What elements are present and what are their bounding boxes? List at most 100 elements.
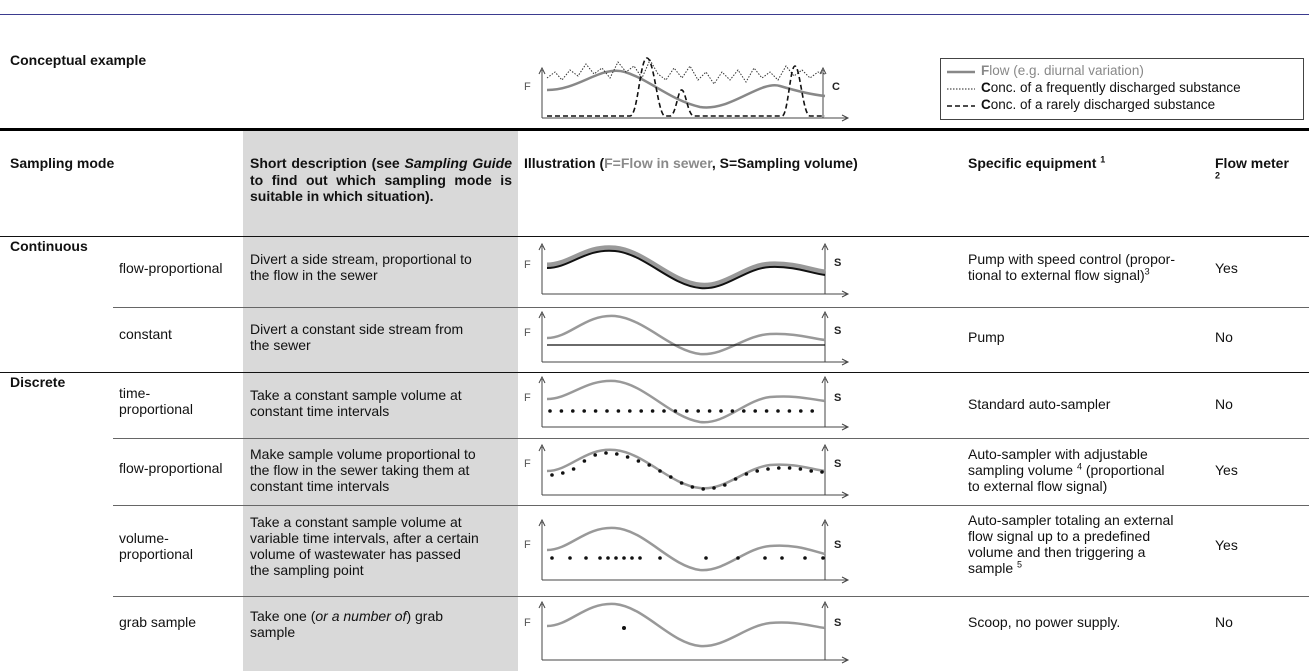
left-axis-arrow [538,443,546,452]
header-flow-meter: Flow meter 2 [1215,155,1295,187]
frequent-substance-curve [546,58,826,85]
sample-dot [582,409,586,413]
sample-dot [777,466,781,470]
illustration-row-2: F S [524,310,850,366]
sample-curve [546,249,826,290]
sample-dot [810,409,814,413]
legend-lead-letter: C [981,97,991,112]
illustration-row-6: F S [524,600,850,664]
equip-line: Pump with speed control (propor- [968,251,1175,267]
legend-swatch-dashed [947,105,975,107]
desc-line: Take one (or a number of) grab [250,608,443,624]
sample-dot [605,409,609,413]
sample-dot [733,477,738,481]
right-axis-arrow [821,443,829,452]
row-equipment: Standard auto-sampler [968,396,1111,412]
sample-dot [561,471,565,475]
header-short-description: Short description (see Sampling Guide to… [250,155,512,205]
sample-dot [766,467,770,471]
description-column-shading [243,130,518,671]
sample-dot [776,409,780,413]
sample-dot [763,556,767,560]
header-equipment-sup: 1 [1100,154,1106,165]
row-separator [113,596,1309,597]
left-axis-arrow [538,242,546,251]
grab-sample-dot [622,626,626,630]
axis-label-f: F [524,458,531,470]
row-description: Take a constant sample volume at constant… [250,387,462,419]
desc-line: constant time intervals [250,478,390,494]
time-axis-arrow [841,656,850,664]
legend: Flow (e.g. diurnal variation) Conc. of a… [940,58,1304,120]
footnote-sup: 4 [1076,461,1082,472]
row-equipment: Auto-sampler totaling an external flow si… [968,512,1173,576]
flow-meter-value: No [1215,614,1233,630]
sample-dot [598,556,602,560]
mode-line: proportional [119,546,193,562]
sample-dot [701,487,705,491]
sample-dot [548,409,552,413]
axis-label-s: S [834,617,841,629]
sample-dots [550,556,825,560]
sample-dot [679,481,684,485]
equip-line: volume and then triggering a [968,544,1146,560]
flow-meter-value: No [1215,396,1233,412]
left-axis-arrow [538,375,546,384]
sample-dot [755,469,759,473]
sample-dot [719,409,723,413]
sample-dot [638,556,642,560]
sample-dot [696,409,700,413]
axis-label-s: S [834,392,841,404]
axis-label-f: F [524,327,531,339]
sample-dot [593,453,597,457]
flow-curve [546,69,826,109]
axis-label-f: F [524,259,531,271]
footnote-sup: 5 [1017,559,1023,570]
axis-label-f: F [524,617,531,629]
sample-dots [548,409,814,413]
equip-line-with-sup: sampling volume 4 (proportional [968,462,1164,478]
mode-line: time- [119,385,151,401]
sample-dot [630,556,634,560]
desc-line: constant time intervals [250,403,390,419]
equip-line: tional to external flow signal) [968,267,1145,283]
legend-swatch-solid-grey [947,70,975,74]
desc-italic: or a number of [315,608,407,624]
right-axis-arrow [821,310,829,319]
sample-dot [636,459,641,463]
desc-prefix: Take one ( [250,608,316,624]
sample-dot [550,473,554,477]
desc-line: sample [250,624,296,640]
sample-dot [593,409,598,413]
sample-dot [744,472,749,476]
row-separator [113,307,1309,308]
desc-line: variable time intervals, after a certain [250,530,479,546]
desc-suffix: ) grab [406,608,444,624]
legend-swatch-dotted [947,88,975,90]
row-separator [0,372,1309,373]
header-illus-suffix: , S=Sampling volume) [711,155,858,171]
header-equipment-text: Specific equipment [968,155,1097,171]
flow-curve [546,526,826,572]
illustration-row-5: F S [524,518,850,584]
sample-dot [821,556,825,560]
row-equipment: Pump [968,329,1005,345]
sample-dot [787,409,792,413]
row-separator [113,505,1309,506]
header-desc-italic: Sampling Guide [404,155,513,171]
equip-line: Auto-sampler with adjustable [968,446,1148,462]
flow-curve [546,314,826,356]
desc-line: Divert a side stream, proportional to [250,251,472,267]
sample-dot [707,409,712,413]
mode-line: proportional [119,401,193,417]
sample-dot [622,556,626,560]
desc-line: the flow in the sewer [250,267,378,283]
conceptual-example-chart: F C [524,57,850,122]
legend-text: low (e.g. diurnal variation) [989,63,1144,78]
right-axis-arrow [819,66,827,75]
row-description: Make sample volume proportional to the fl… [250,446,476,494]
sample-dot [571,409,575,413]
axis-label-f: F [524,539,531,551]
sample-dot [647,463,651,467]
sample-dot [625,455,630,459]
